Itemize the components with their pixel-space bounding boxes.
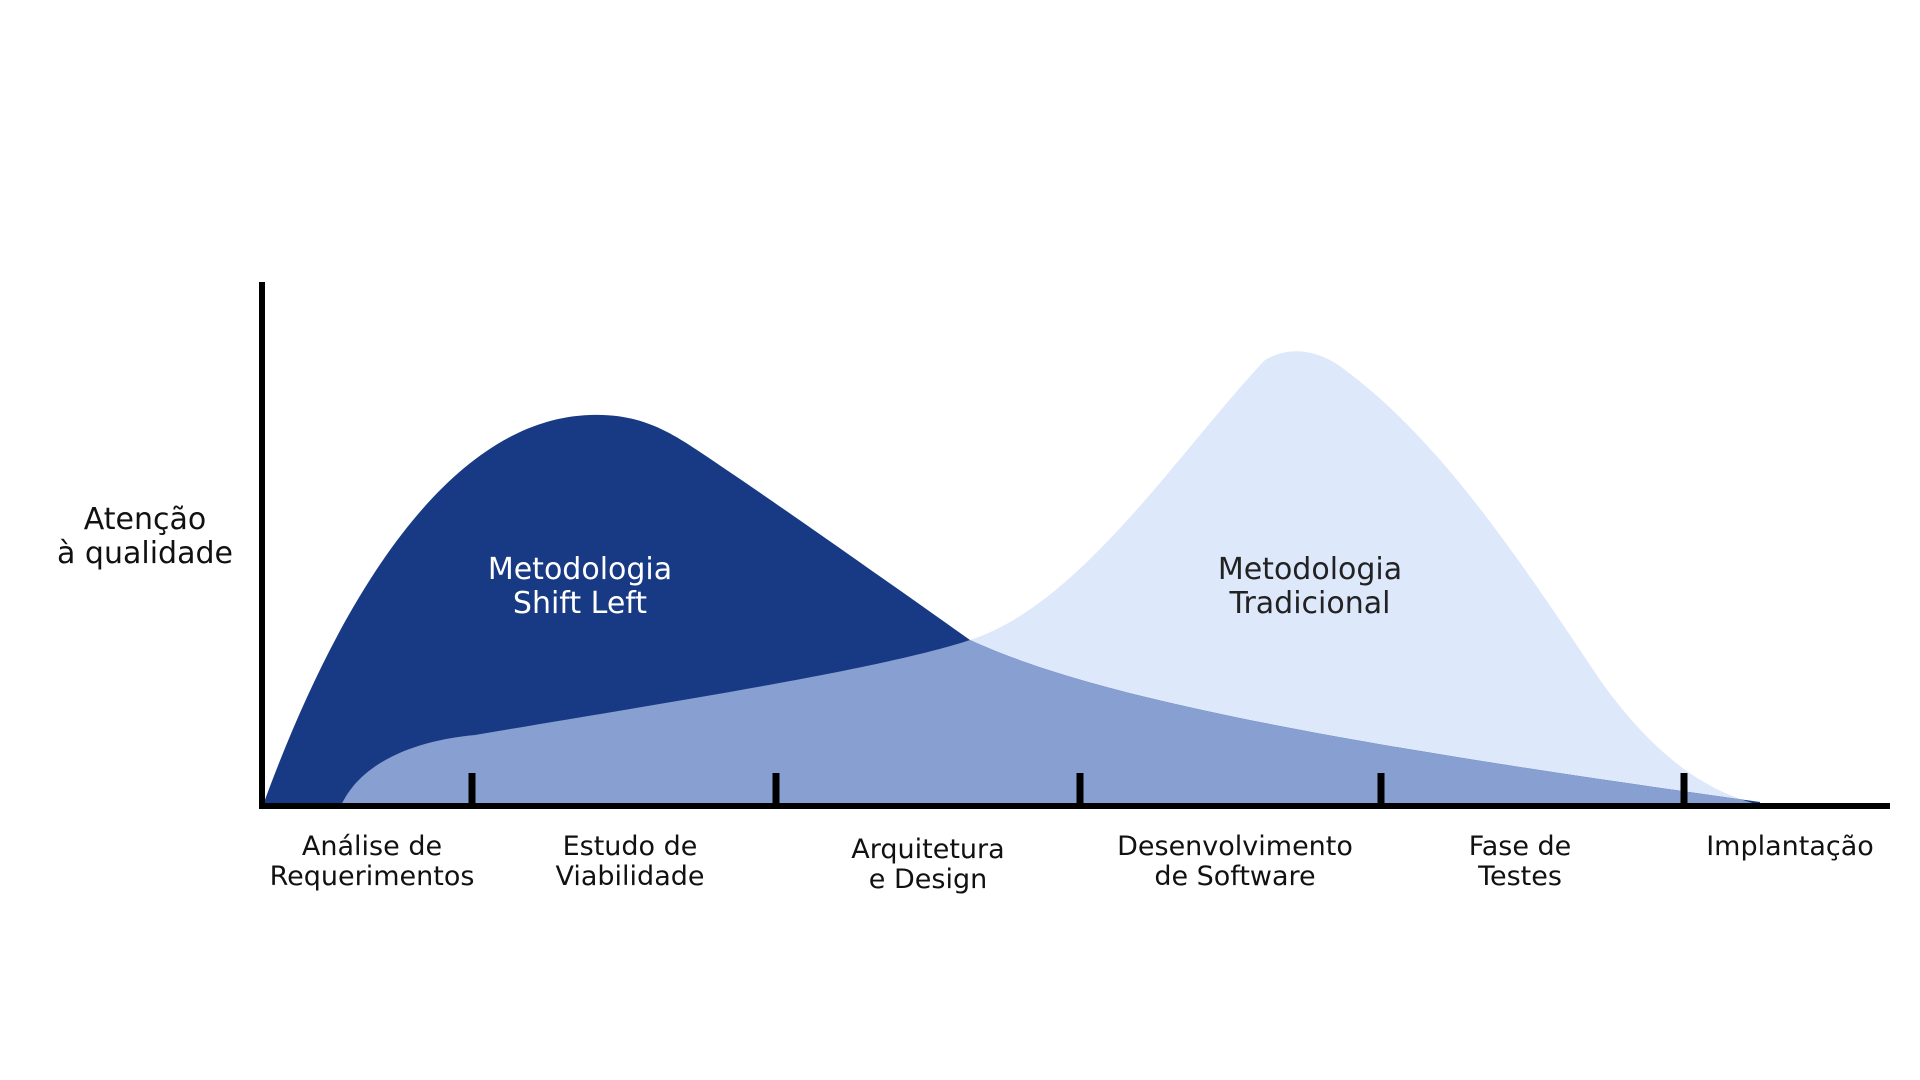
stage-label-line2: de Software — [1154, 861, 1316, 893]
stage-label-line1: Análise de — [301, 831, 443, 862]
stage-label: Desenvolvimento de Software — [1105, 831, 1365, 893]
stage-label: Implantação — [1690, 831, 1890, 862]
shift-left-label-line2: Shift Left — [512, 585, 648, 621]
stage-label: Estudo de Viabilidade — [520, 831, 740, 893]
traditional-area — [340, 351, 1760, 808]
y-axis-label-line1: Atenção — [83, 502, 207, 537]
traditional-label: Metodologia Tradicional — [1190, 553, 1430, 620]
stage-label: Arquitetura e Design — [818, 834, 1038, 896]
stage-label-line1: Fase de — [1468, 831, 1572, 862]
stage-label-line1: Desenvolvimento — [1117, 831, 1353, 862]
stage-label-line2: e Design — [868, 864, 988, 896]
stage-label-line1: Implantação — [1706, 831, 1874, 862]
traditional-label-line2: Tradicional — [1229, 585, 1391, 621]
shift-left-label: Metodologia Shift Left — [460, 553, 700, 620]
stage-label-line1: Arquitetura — [851, 834, 1005, 865]
y-axis-label: Atenção à qualidade — [40, 503, 250, 570]
shift-left-label-line1: Metodologia — [487, 552, 673, 587]
stage-label-line2: Testes — [1478, 861, 1562, 893]
stage-label-line2: Requerimentos — [269, 861, 475, 893]
stage-label-line2: Viabilidade — [555, 861, 705, 893]
stage-label-line1: Estudo de — [562, 831, 698, 862]
stage-label: Fase de Testes — [1420, 831, 1620, 893]
y-axis-label-line2: à qualidade — [57, 535, 233, 571]
traditional-label-line1: Metodologia — [1217, 552, 1403, 587]
stage-label: Análise de Requerimentos — [252, 831, 492, 893]
